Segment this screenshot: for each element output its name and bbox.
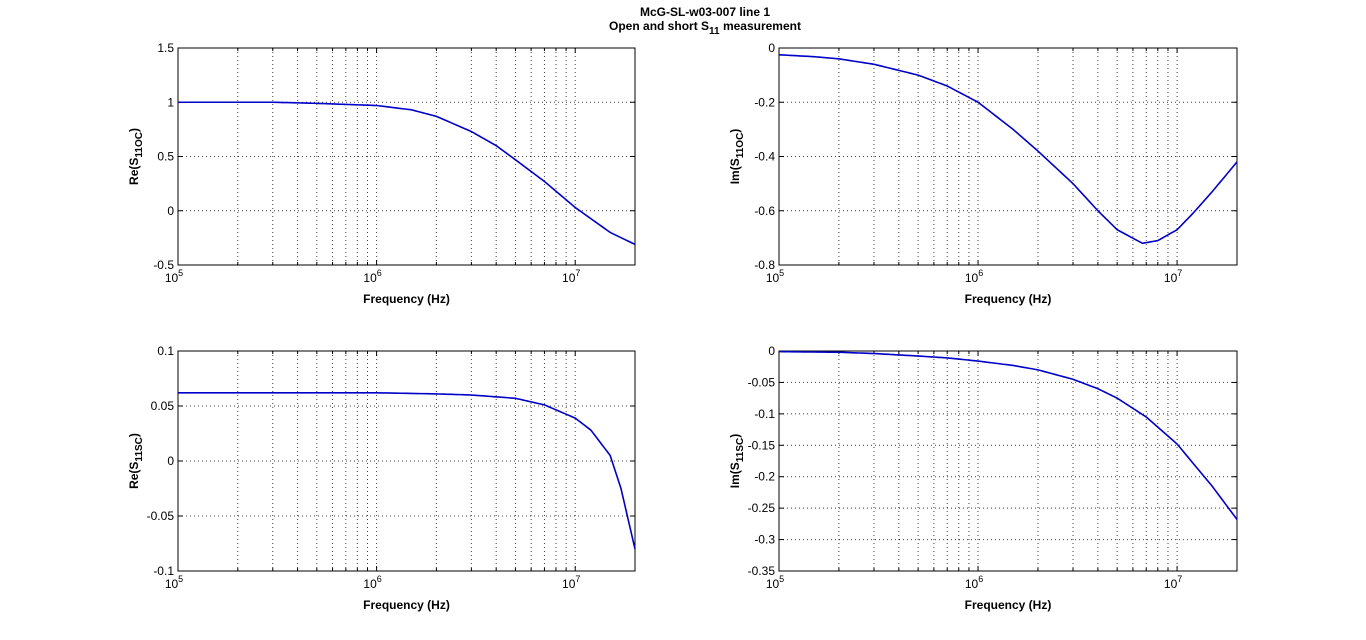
y-tick-label: 0: [768, 41, 775, 55]
x-tick-base: 10: [562, 271, 576, 285]
x-tick-label: 106: [363, 574, 381, 591]
x-tick-label: 105: [165, 574, 183, 591]
y-tick-label: -0.15: [748, 438, 776, 452]
y-tick-label: -0.2: [754, 470, 775, 484]
plot-im-s11sc: 105 106 107-0.35-0.3-0.25-0.2-0.15-0.1-0.0…: [728, 344, 1238, 612]
x-tick-label: 106: [965, 574, 983, 591]
y-tick-label: 0.1: [157, 344, 174, 358]
x-tick-exponent: 5: [178, 574, 183, 584]
y-label-suffix: ): [728, 129, 742, 133]
x-tick-exponent: 6: [978, 574, 983, 584]
y-tick-label: -0.1: [153, 564, 174, 578]
y-tick-label: -0.2: [754, 95, 775, 109]
x-tick-base: 10: [1164, 577, 1178, 591]
x-tick-base: 10: [363, 577, 377, 591]
x-tick-base: 10: [363, 271, 377, 285]
x-tick-exponent: 6: [978, 268, 983, 278]
x-tick-label: 105: [766, 574, 784, 591]
y-label-prefix: Im(S: [728, 158, 742, 184]
data-series-line: [778, 53, 1238, 245]
y-tick-label: -0.6: [754, 204, 775, 218]
y-tick-label: 0: [768, 344, 775, 358]
y-tick-label: -0.1: [754, 407, 775, 421]
y-tick-label: -0.05: [147, 509, 175, 523]
y-tick-label: 1: [167, 95, 174, 109]
data-series-line: [778, 350, 1238, 520]
y-label-prefix: Re(S: [127, 462, 141, 489]
x-tick-base: 10: [165, 577, 179, 591]
axes-frame: [778, 350, 1238, 572]
y-tick-label: 0.5: [157, 150, 174, 164]
y-axis-label: Im(S11OC): [728, 129, 746, 185]
y-tick-label: 0: [167, 454, 174, 468]
x-axis-label: Frequency (Hz): [363, 292, 450, 306]
y-tick-label: 0: [167, 204, 174, 218]
y-label-subscript: 11OC: [735, 133, 746, 159]
x-tick-label: 105: [766, 268, 784, 285]
figure-title-suffix: measurement: [720, 19, 801, 33]
y-tick-label: -0.35: [748, 564, 776, 578]
x-tick-base: 10: [766, 577, 780, 591]
x-tick-base: 10: [965, 271, 979, 285]
x-axis-label: Frequency (Hz): [965, 598, 1052, 612]
x-axis-label: Frequency (Hz): [965, 292, 1052, 306]
figure-title-subscript: 11: [709, 26, 720, 37]
x-tick-exponent: 7: [1177, 268, 1182, 278]
x-tick-label: 106: [965, 268, 983, 285]
x-tick-base: 10: [1164, 271, 1178, 285]
y-axis-label: Im(S11SC): [728, 434, 746, 488]
x-tick-base: 10: [965, 577, 979, 591]
x-tick-exponent: 7: [575, 574, 580, 584]
x-tick-exponent: 7: [1177, 574, 1182, 584]
y-tick-label: 0.05: [151, 399, 175, 413]
figure-title-prefix: Open and short S: [609, 19, 709, 33]
y-axis-label: Re(S11SC): [127, 433, 145, 489]
y-tick-label: -0.5: [153, 258, 174, 272]
y-label-suffix: ): [127, 128, 141, 132]
y-label-subscript: 11OC: [134, 132, 145, 158]
x-tick-label: 107: [1164, 574, 1182, 591]
y-axis-label: Re(S11OC): [127, 128, 145, 185]
x-tick-base: 10: [562, 577, 576, 591]
x-tick-exponent: 5: [779, 574, 784, 584]
x-tick-label: 107: [562, 574, 580, 591]
y-tick-label: -0.3: [754, 533, 775, 547]
y-tick-label: -0.25: [748, 501, 776, 515]
y-tick-label: 1.5: [157, 41, 174, 55]
data-series-line: [178, 391, 636, 550]
y-label-prefix: Im(S: [728, 462, 742, 488]
x-tick-exponent: 5: [779, 268, 784, 278]
y-label-prefix: Re(S: [127, 158, 141, 185]
y-tick-label: -0.8: [754, 258, 775, 272]
y-label-subscript: 11SC: [134, 437, 145, 461]
x-axis-label: Frequency (Hz): [363, 598, 450, 612]
y-tick-label: -0.4: [754, 150, 775, 164]
x-tick-label: 105: [165, 268, 183, 285]
y-label-suffix: ): [127, 433, 141, 437]
figure-title-line2: Open and short S11 measurement: [609, 19, 801, 37]
x-tick-label: 107: [1164, 268, 1182, 285]
y-tick-label: -0.05: [748, 375, 776, 389]
data-series-line: [178, 101, 636, 246]
x-tick-label: 107: [562, 268, 580, 285]
x-tick-base: 10: [766, 271, 780, 285]
figure-title-line1: McG-SL-w03-007 line 1: [640, 5, 770, 19]
x-tick-exponent: 7: [575, 268, 580, 278]
y-label-subscript: 11SC: [735, 438, 746, 462]
x-tick-label: 106: [363, 268, 381, 285]
x-tick-exponent: 6: [377, 574, 382, 584]
x-tick-exponent: 5: [178, 268, 183, 278]
y-label-suffix: ): [728, 434, 742, 438]
x-tick-base: 10: [165, 271, 179, 285]
x-tick-exponent: 6: [377, 268, 382, 278]
